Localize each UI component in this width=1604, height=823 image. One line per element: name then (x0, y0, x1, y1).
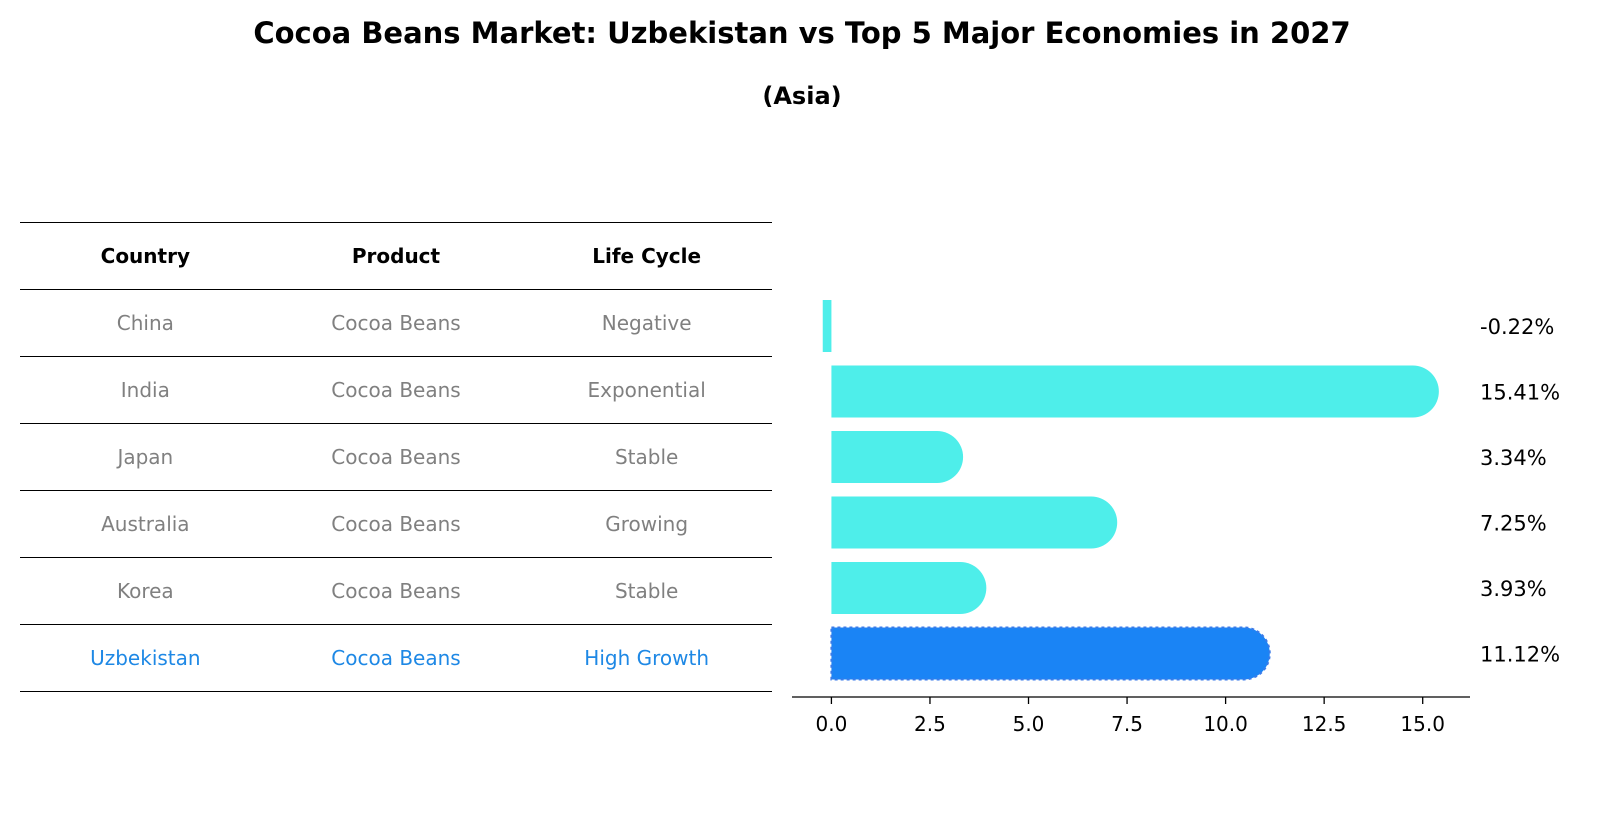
chart-subtitle: (Asia) (762, 82, 842, 110)
cell-life-cycle: Stable (521, 423, 772, 491)
cell-product: Cocoa Beans (270, 356, 522, 424)
cell-product: Cocoa Beans (270, 423, 522, 491)
chart-title: Cocoa Beans Market: Uzbekistan vs Top 5 … (253, 16, 1351, 50)
cell-product: Cocoa Beans (270, 490, 522, 558)
cell-product: Cocoa Beans (270, 624, 522, 692)
header-product: Product (270, 222, 522, 290)
cell-country: Australia (20, 490, 271, 558)
x-tick-label: 12.5 (1302, 712, 1347, 736)
cell-life-cycle: Exponential (521, 356, 772, 424)
bar-china (822, 300, 832, 352)
value-label: 7.25% (1480, 512, 1547, 536)
data-table: Country Product Life Cycle China Cocoa B… (20, 222, 772, 692)
table-row: Korea Cocoa Beans Stable (20, 557, 772, 625)
header-life-cycle: Life Cycle (521, 222, 772, 290)
x-tick-label: 5.0 (1013, 712, 1045, 736)
bar-australia (831, 496, 1118, 549)
x-tick-label: 2.5 (914, 712, 946, 736)
cell-country: India (20, 356, 271, 424)
table-row-highlight: Uzbekistan Cocoa Beans High Growth (20, 624, 772, 692)
cell-country: Uzbekistan (20, 624, 271, 692)
cell-life-cycle: Stable (521, 557, 772, 625)
cell-country: Japan (20, 423, 271, 491)
x-tick-label: 0.0 (816, 712, 848, 736)
value-label: -0.22% (1480, 315, 1554, 339)
bar-japan (831, 431, 964, 483)
bar-india (831, 365, 1439, 418)
table-row: Japan Cocoa Beans Stable (20, 423, 772, 491)
bar-korea (831, 562, 987, 614)
cell-life-cycle: High Growth (521, 624, 772, 692)
cell-country: China (20, 289, 271, 357)
value-label: 15.41% (1480, 381, 1560, 405)
x-tick-label: 15.0 (1400, 712, 1445, 736)
x-tick-label: 10.0 (1203, 712, 1248, 736)
cell-country: Korea (20, 557, 271, 625)
value-label: 11.12% (1480, 643, 1560, 667)
value-label: 3.34% (1480, 446, 1547, 470)
cell-life-cycle: Negative (521, 289, 772, 357)
value-label: 3.93% (1480, 577, 1547, 601)
cell-product: Cocoa Beans (270, 557, 522, 625)
table-row: Australia Cocoa Beans Growing (20, 490, 772, 558)
cell-product: Cocoa Beans (270, 289, 522, 357)
x-tick-label: 7.5 (1111, 712, 1143, 736)
table-row: China Cocoa Beans Negative (20, 289, 772, 357)
bar-uzbekistan (830, 626, 1271, 681)
table-header-row: Country Product Life Cycle (20, 222, 772, 290)
header-country: Country (20, 222, 271, 290)
table-row: India Cocoa Beans Exponential (20, 356, 772, 424)
cell-life-cycle: Growing (521, 490, 772, 558)
